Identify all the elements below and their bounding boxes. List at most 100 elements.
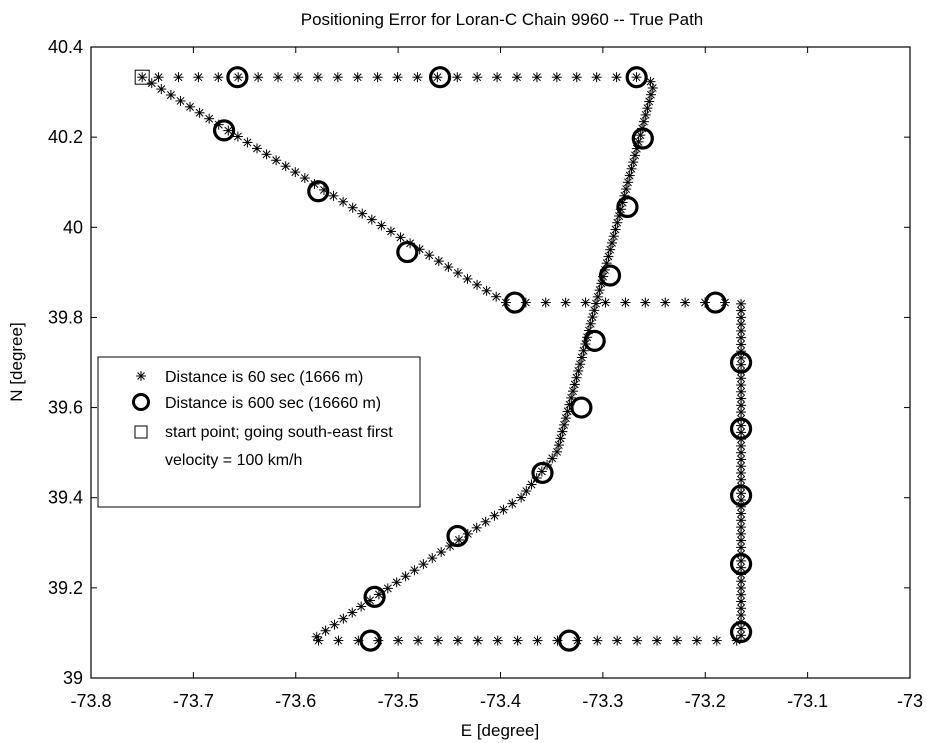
y-tick-label: 39.4: [48, 488, 83, 508]
asterisk-marker: [736, 447, 747, 458]
asterisk-marker: [620, 297, 631, 308]
circle-marker: [446, 524, 469, 548]
asterisk-marker: [559, 419, 570, 430]
asterisk-marker: [591, 298, 602, 309]
asterisk-marker: [328, 190, 339, 201]
asterisk-marker: [366, 214, 377, 225]
asterisk-marker: [622, 177, 633, 188]
asterisk-marker: [480, 516, 491, 527]
asterisk-marker: [491, 291, 502, 302]
asterisk-marker: [585, 318, 596, 329]
asterisk-marker: [645, 89, 656, 100]
asterisk-marker: [516, 492, 527, 503]
asterisk-marker: [432, 635, 443, 646]
asterisk-marker: [736, 535, 747, 546]
asterisk-marker: [471, 522, 482, 533]
asterisk-marker: [540, 297, 551, 308]
asterisk-marker: [193, 72, 204, 83]
asterisk-marker: [594, 285, 605, 296]
asterisk-marker: [576, 352, 587, 363]
asterisk-marker: [453, 534, 464, 545]
asterisk-marker: [628, 157, 639, 168]
asterisk-marker: [400, 571, 411, 582]
asterisk-marker: [273, 72, 284, 83]
y-tick-label: 40.4: [48, 37, 83, 57]
asterisk-marker: [512, 72, 523, 83]
asterisk-marker: [736, 630, 747, 641]
asterisk-marker: [736, 298, 747, 309]
asterisk-marker: [555, 433, 566, 444]
chart-title: Positioning Error for Loran-C Chain 9960…: [301, 10, 704, 29]
asterisk-marker: [313, 635, 324, 646]
asterisk-marker: [711, 635, 722, 646]
y-axis: 39 39.2 39.4 39.6 39.8 40 40.2 40.4: [48, 37, 910, 688]
asterisk-marker: [571, 72, 582, 83]
asterisk-marker: [412, 72, 423, 83]
asterisk-marker: [644, 96, 655, 107]
asterisk-marker: [631, 72, 642, 83]
asterisk-marker: [280, 161, 291, 172]
x-axis: -73.8 -73.7 -73.6 -73.5 -73.4 -73.3 -73.2 -73.1…: [70, 47, 923, 711]
asterisk-marker: [213, 72, 224, 83]
asterisk-marker: [512, 635, 523, 646]
circle-series: [212, 66, 753, 652]
asterisk-marker: [640, 297, 651, 308]
asterisk-marker: [580, 297, 591, 308]
asterisk-marker: [146, 78, 157, 89]
y-axis-label: N [degree]: [7, 322, 26, 401]
asterisk-marker: [635, 130, 646, 141]
asterisk-marker: [552, 446, 563, 457]
circle-marker: [729, 417, 753, 440]
circle-marker: [631, 127, 654, 150]
circle-marker: [363, 585, 386, 608]
asterisk-marker: [492, 635, 503, 646]
asterisk-marker: [320, 625, 331, 636]
circle-marker: [583, 329, 606, 352]
asterisk-marker: [173, 72, 184, 83]
circle-marker: [212, 119, 236, 142]
asterisk-marker: [233, 72, 244, 83]
asterisk-marker: [376, 220, 387, 231]
circle-marker: [359, 629, 382, 652]
asterisk-marker: [489, 510, 500, 521]
asterisk-marker: [432, 72, 443, 83]
y-tick-label: 40: [63, 217, 83, 237]
legend-label-velocity: velocity = 100 km/h: [165, 452, 302, 469]
asterisk-marker: [261, 149, 272, 160]
legend-square-icon: [134, 425, 148, 439]
asterisk-marker: [424, 250, 435, 261]
asterisk-marker: [630, 150, 641, 161]
asterisk-marker: [395, 232, 406, 243]
asterisk-marker: [137, 72, 148, 83]
asterisk-marker: [642, 103, 653, 114]
asterisk-marker: [621, 184, 632, 195]
asterisk-marker: [433, 256, 444, 267]
asterisk-marker: [223, 125, 234, 136]
asterisk-marker: [392, 72, 403, 83]
asterisk-marker: [592, 635, 603, 646]
asterisk-marker: [443, 262, 454, 273]
asterisk-marker: [472, 279, 483, 290]
circle-marker: [307, 180, 330, 203]
asterisk-marker: [418, 559, 429, 570]
asterisk-marker: [624, 170, 635, 181]
circle-marker: [729, 620, 753, 644]
asterisk-marker: [532, 635, 543, 646]
circle-marker: [428, 66, 452, 89]
asterisk-marker: [591, 72, 602, 83]
asterisk-marker: [299, 173, 310, 184]
asterisk-marker: [409, 565, 420, 576]
legend-label-square: start point; going south-east first: [165, 424, 393, 441]
legend-asterisk-icon: [136, 371, 146, 381]
asterisk-marker: [352, 72, 363, 83]
legend-label-asterisk: Distance is 60 sec (1666 m): [165, 369, 363, 386]
asterisk-marker: [372, 72, 383, 83]
asterisk-marker: [567, 386, 578, 397]
asterisk-marker: [347, 202, 358, 213]
asterisk-marker: [356, 601, 367, 612]
asterisk-marker: [736, 319, 747, 330]
legend-circle-icon: [132, 393, 150, 411]
asterisk-marker: [610, 224, 621, 235]
asterisk-marker: [536, 466, 547, 477]
asterisk-marker: [253, 72, 264, 83]
